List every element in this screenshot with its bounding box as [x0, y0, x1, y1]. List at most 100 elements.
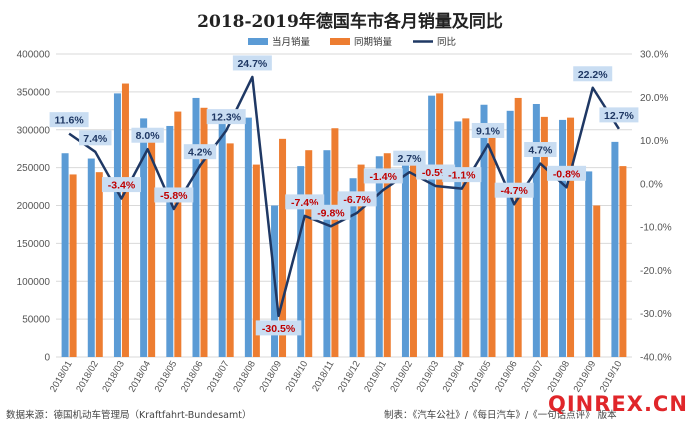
x-tick-label: 2019/10 — [598, 359, 625, 394]
left-tick-label: 200000 — [17, 201, 51, 212]
yoy-label-box — [183, 144, 217, 160]
left-axis-ticks: 0 50000 100000 150000 200000 250000 300000 3500… — [17, 50, 51, 364]
x-tick-label: 2018/09 — [257, 359, 284, 394]
bar-current — [218, 116, 226, 357]
legend-label-current: 当月销量 — [272, 36, 311, 48]
x-tick-label: 2019/06 — [493, 359, 520, 394]
left-tick-label: 150000 — [17, 239, 51, 250]
bar-prior — [514, 97, 522, 357]
yoy-label: -6.7% — [343, 194, 371, 206]
yoy-label: 8.0% — [136, 130, 161, 142]
yoy-label-box — [131, 127, 164, 143]
bar-current — [611, 141, 619, 357]
bar-current — [140, 118, 148, 357]
right-tick-label: -30.0% — [640, 309, 672, 320]
x-tick-label: 2019/08 — [545, 359, 572, 394]
legend-label-prior: 同期销量 — [354, 36, 393, 48]
x-tick-label: 2019/02 — [388, 359, 415, 394]
bar-current — [454, 121, 462, 357]
bar-current — [87, 158, 95, 357]
yoy-label: 4.7% — [528, 145, 553, 157]
yoy-label: 2.7% — [397, 153, 422, 165]
bar-current — [113, 93, 121, 357]
x-tick-label: 2018/11 — [310, 359, 336, 394]
legend-swatch-prior — [330, 38, 350, 45]
left-tick-label: 0 — [44, 353, 50, 364]
yoy-label: 4.2% — [188, 147, 213, 159]
yoy-label-box — [337, 191, 377, 207]
x-tick-label: 2018/05 — [153, 359, 180, 394]
yoy-label: 12.3% — [211, 112, 241, 124]
chart-title: 2018-2019年德国车市各月销量及同比 — [197, 11, 503, 32]
yoy-label-box — [232, 55, 272, 71]
x-tick-label: 2018/06 — [179, 359, 206, 394]
yoy-label-box — [599, 107, 639, 123]
yoy-label: 9.1% — [476, 125, 501, 137]
left-tick-label: 250000 — [17, 163, 51, 174]
yoy-label-box — [573, 66, 613, 82]
yoy-label-box — [154, 187, 194, 203]
bar-prior — [593, 205, 601, 357]
right-tick-label: -20.0% — [640, 266, 672, 277]
bar-prior — [95, 172, 103, 357]
right-tick-label: 20.0% — [640, 93, 668, 104]
bar-prior — [252, 164, 260, 357]
right-tick-label: -40.0% — [640, 353, 672, 364]
bar-prior — [436, 93, 444, 357]
bar-prior — [540, 116, 548, 357]
yoy-label-box — [393, 150, 426, 166]
x-tick-label: 2018/01 — [48, 359, 75, 394]
left-tick-label: 300000 — [17, 125, 51, 136]
bar-current — [166, 125, 174, 358]
x-tick-label: 2019/09 — [572, 359, 599, 394]
bar-current — [323, 150, 331, 357]
x-tick-label: 2018/10 — [284, 359, 311, 394]
yoy-label-box — [471, 122, 505, 138]
yoy-label: 24.7% — [237, 58, 267, 70]
yoy-label-box — [442, 167, 482, 183]
left-tick-label: 50000 — [22, 315, 50, 326]
bar-prior — [174, 111, 182, 357]
bar-current — [506, 110, 514, 357]
bar-prior — [383, 153, 391, 357]
bar-prior — [409, 158, 417, 357]
yoy-label: 11.6% — [54, 115, 84, 127]
bar-current — [480, 104, 488, 357]
yoy-label: -1.4% — [370, 171, 398, 183]
yoy-label-box — [206, 109, 246, 125]
bar-current — [401, 153, 409, 357]
yoy-label-box — [49, 112, 89, 128]
left-tick-label: 400000 — [17, 50, 51, 61]
bar-current — [192, 97, 200, 357]
x-tick-label: 2018/03 — [100, 359, 127, 394]
x-tick-label: 2019/05 — [467, 359, 494, 394]
x-tick-label: 2019/04 — [441, 359, 468, 394]
legend-swatch-current — [248, 38, 268, 45]
yoy-label-box — [255, 320, 302, 336]
yoy-label: -3.4% — [108, 180, 136, 192]
bar-prior — [121, 83, 129, 357]
bar-current — [61, 153, 69, 357]
bar-prior — [488, 125, 496, 358]
x-tick-label: 2018/04 — [127, 359, 154, 394]
bar-current — [559, 119, 567, 357]
bar-prior — [226, 143, 234, 357]
x-tick-label: 2018/02 — [74, 359, 101, 394]
x-tick-label: 2018/08 — [231, 359, 258, 394]
yoy-label: 12.7% — [604, 110, 634, 122]
legend: 当月销量 同期销量 同比 — [248, 36, 456, 48]
bar-series — [61, 83, 627, 358]
yoy-label-box — [311, 204, 351, 220]
yoy-label: -9.8% — [317, 207, 345, 219]
bar-prior — [619, 166, 627, 357]
right-tick-label: 30.0% — [640, 50, 668, 61]
bar-current — [349, 178, 357, 357]
x-tick-label: 2018/12 — [336, 359, 363, 394]
yoy-label: 22.2% — [578, 69, 608, 81]
left-tick-label: 100000 — [17, 277, 51, 288]
bar-current — [532, 103, 540, 358]
bar-prior — [200, 107, 208, 357]
yoy-label-box — [79, 130, 112, 146]
bar-current — [585, 171, 593, 357]
